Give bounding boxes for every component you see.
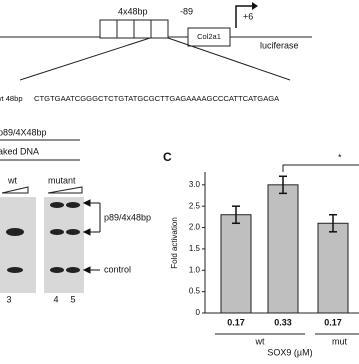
band	[50, 267, 64, 273]
gel-gap	[36, 197, 44, 293]
y-tick-label: 0.5	[189, 287, 201, 296]
band-label: control	[104, 264, 131, 274]
group-label: wt	[255, 336, 265, 346]
x-tick-label: 0.17	[227, 317, 245, 327]
band	[6, 228, 24, 236]
bar	[267, 184, 299, 314]
promoter-box	[187, 27, 231, 47]
repeat-box	[133, 19, 152, 39]
band	[66, 267, 80, 273]
arrow-head	[252, 2, 258, 10]
reporter-label: luciferase	[260, 40, 299, 50]
dna-label: aked DNA	[0, 146, 39, 156]
repeat-box	[99, 19, 118, 39]
band-arrows	[82, 199, 101, 274]
repeat-box	[116, 19, 135, 39]
y-tick-label: 2.5	[189, 201, 201, 210]
position-label: +6	[243, 11, 253, 21]
error-bar	[232, 205, 240, 225]
y-tick-label: 1.5	[189, 244, 201, 253]
significance-label: *	[338, 152, 342, 162]
band	[66, 202, 80, 208]
panel-label: C	[163, 150, 172, 164]
promoter-label: Col2a1	[197, 32, 221, 41]
lane-number: 5	[70, 294, 75, 304]
y-tick-label: 1.0	[189, 265, 201, 274]
error-bar	[279, 175, 287, 195]
bands	[6, 202, 80, 273]
lane-number: 3	[6, 294, 11, 304]
bar	[317, 222, 349, 314]
lane-group: wt	[7, 175, 17, 185]
band	[50, 229, 64, 235]
band	[7, 267, 23, 273]
arrow-head	[82, 266, 91, 274]
significance-bracket	[282, 164, 359, 172]
zoom-line	[19, 37, 151, 81]
y-tick-label: 2.0	[189, 223, 201, 232]
y-axis-label: Fold activation	[170, 217, 179, 269]
tss-arrow	[235, 5, 252, 28]
sequence: CTGTGAATCGGGCTCTGTATGCGCTTGAGAAAAGCCCATT…	[34, 94, 280, 103]
y-tick-label: 0	[196, 308, 201, 317]
y-tick-label: 3.0	[189, 180, 201, 189]
arrow-head	[82, 199, 91, 207]
band	[66, 229, 80, 235]
arrow-head	[82, 228, 91, 236]
band-label: p89/4x48bp	[104, 212, 151, 222]
wedge	[1, 186, 29, 194]
bar	[220, 214, 252, 314]
repeat-label: 4x48bp	[118, 6, 148, 16]
repeat-boxes	[99, 19, 231, 47]
position-label: -89	[180, 6, 193, 16]
zoom-line	[167, 37, 291, 81]
group-label: mut	[332, 336, 348, 346]
sequence-label: wt 48bp	[0, 94, 23, 103]
x-tick-label: 0.33	[274, 317, 292, 327]
probe-label: p89/4X48bp	[0, 127, 47, 137]
error-bar	[329, 213, 337, 233]
wedge	[47, 186, 83, 194]
repeat-box	[150, 19, 169, 39]
lane-number: 4	[53, 294, 58, 304]
x-axis-label: SOX9 (µM)	[267, 347, 312, 357]
lane-group: mutant	[48, 175, 76, 185]
x-tick-label: 0.17	[324, 317, 342, 327]
band	[50, 202, 64, 208]
